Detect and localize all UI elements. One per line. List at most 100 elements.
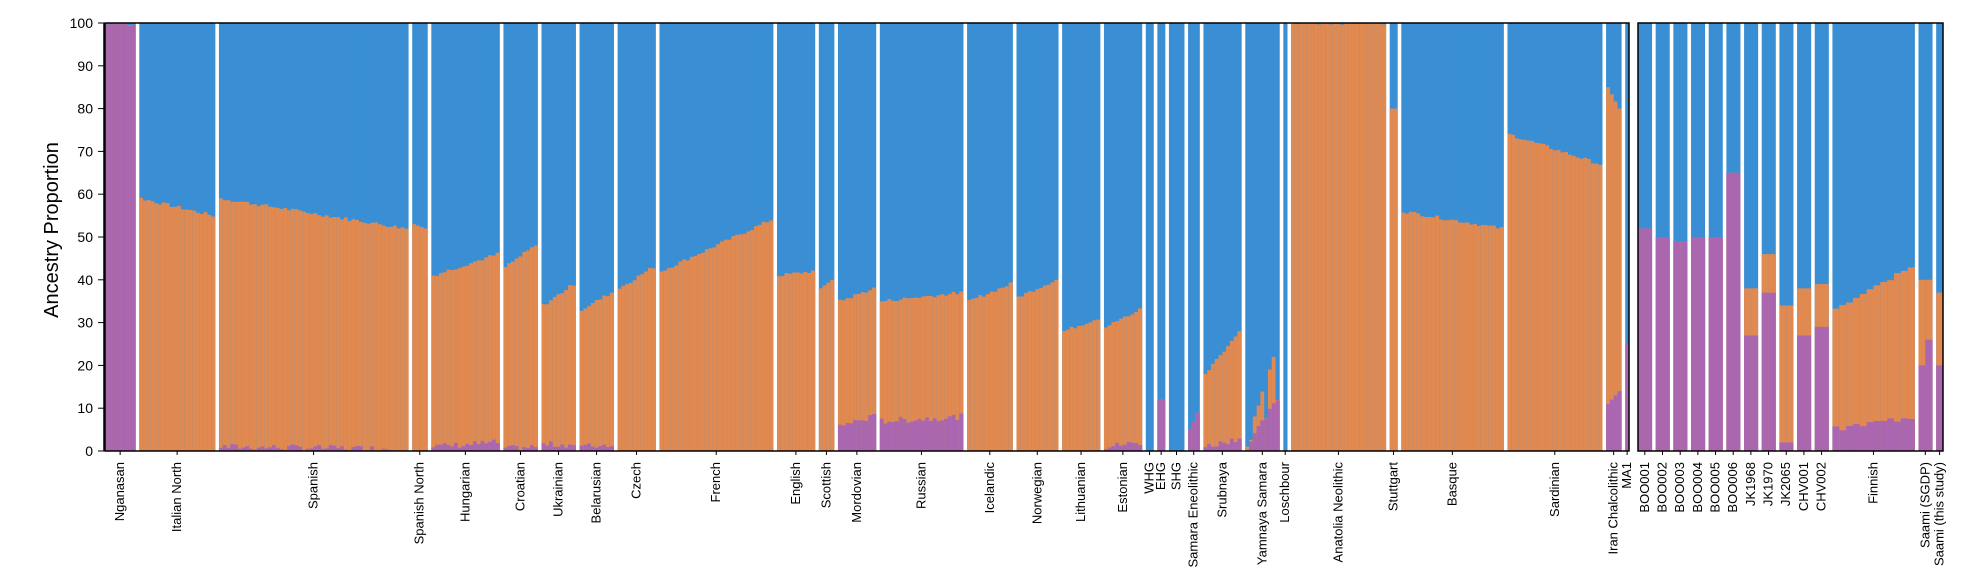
bar-orange <box>989 291 994 451</box>
bar-orange <box>792 272 797 451</box>
bar-purple <box>1126 442 1131 451</box>
bar-blue <box>1065 23 1071 451</box>
bar-orange <box>476 260 481 451</box>
bar-purple <box>1122 444 1128 451</box>
bar-blue <box>651 23 656 451</box>
bar-orange <box>757 224 763 451</box>
bar-orange <box>1229 340 1235 451</box>
bar-orange <box>1450 219 1455 451</box>
bar-blue <box>1873 23 1881 451</box>
bar-blue <box>511 23 516 451</box>
bar-purple <box>891 422 896 451</box>
bar-purple <box>1103 449 1109 451</box>
bar-orange <box>362 222 367 451</box>
bar-orange <box>218 198 224 451</box>
bar-blue <box>571 23 576 451</box>
population-block <box>1157 23 1166 451</box>
bar-purple <box>1866 422 1874 451</box>
bar-orange <box>1325 23 1330 451</box>
bar-purple <box>1655 237 1663 451</box>
bar-purple <box>1733 172 1741 452</box>
bar-orange <box>1054 279 1059 451</box>
bar-orange <box>1405 213 1410 451</box>
population-label: Hungarian <box>457 462 472 522</box>
bar-orange <box>811 270 816 451</box>
bar-purple <box>131 24 136 451</box>
bar-blue <box>803 23 808 451</box>
population-block <box>818 23 835 451</box>
bar-orange <box>708 248 713 451</box>
bar-purple <box>564 447 569 451</box>
bar-orange <box>571 285 576 451</box>
bar-purple <box>1264 418 1269 451</box>
population-label: Basque <box>1444 462 1459 506</box>
bar-orange <box>727 239 732 451</box>
bar-orange <box>697 254 702 451</box>
bar-orange <box>689 256 694 451</box>
population-label: Sardinian <box>1547 462 1562 517</box>
bar-blue <box>1149 23 1154 451</box>
population-label: Nganasan <box>112 462 127 521</box>
bar-orange <box>1439 219 1444 451</box>
bar-blue <box>682 23 687 451</box>
bar-orange <box>1533 142 1539 451</box>
bar-orange <box>306 213 311 451</box>
bar-purple <box>571 445 576 451</box>
bar-purple <box>234 444 239 451</box>
bar-orange <box>1134 311 1139 451</box>
bar-blue <box>636 23 641 451</box>
bar-orange <box>579 310 584 451</box>
bar-purple <box>959 413 964 451</box>
bar-blue <box>1042 23 1048 451</box>
bar-purple <box>472 441 478 451</box>
population-label: Ukrainian <box>551 462 566 517</box>
population-block <box>1203 23 1242 451</box>
bar-orange <box>351 219 356 451</box>
bar-purple <box>294 445 299 451</box>
bar-purple <box>1814 326 1822 451</box>
bar-orange <box>552 296 558 451</box>
bar-purple <box>438 444 444 451</box>
bar-orange <box>241 201 246 451</box>
bar-purple <box>1237 438 1242 451</box>
bar-orange <box>1344 23 1349 451</box>
bar-blue <box>1046 23 1051 451</box>
bar-orange <box>1381 24 1387 451</box>
bar-orange <box>818 288 824 451</box>
bar-orange <box>1556 149 1561 451</box>
bar-orange <box>1233 336 1238 451</box>
bar-blue <box>435 23 440 451</box>
bar-orange <box>275 207 280 451</box>
bar-orange <box>723 239 728 451</box>
bar-blue <box>1001 23 1006 451</box>
bar-orange <box>1214 358 1219 451</box>
bar-orange <box>358 222 364 451</box>
bar-orange <box>1469 224 1474 451</box>
bar-orange <box>879 301 884 451</box>
bar-blue <box>1839 23 1847 451</box>
bar-blue <box>967 23 972 451</box>
population-label: BOO005 <box>1708 462 1723 513</box>
bar-blue <box>693 23 698 451</box>
bar-blue <box>795 23 801 451</box>
bar-orange <box>484 257 489 451</box>
bar-orange <box>1488 225 1493 451</box>
bar-blue <box>826 23 831 451</box>
bar-orange <box>526 250 531 451</box>
population-block <box>1401 23 1504 451</box>
bar-purple <box>1617 391 1622 451</box>
bar-orange <box>663 270 668 451</box>
bar-orange <box>632 280 637 451</box>
population-block <box>879 23 964 451</box>
population-block <box>1291 23 1387 452</box>
population-label: Yamnaya Samara <box>1254 461 1269 565</box>
bar-orange <box>389 226 394 451</box>
bar-orange <box>1226 346 1231 451</box>
bar-orange <box>199 214 205 451</box>
bar-orange <box>256 206 261 451</box>
bar-orange <box>1530 140 1535 451</box>
bar-purple <box>1256 426 1261 451</box>
bar-blue <box>583 23 588 451</box>
bar-orange <box>1511 134 1516 451</box>
bar-orange <box>807 272 812 451</box>
